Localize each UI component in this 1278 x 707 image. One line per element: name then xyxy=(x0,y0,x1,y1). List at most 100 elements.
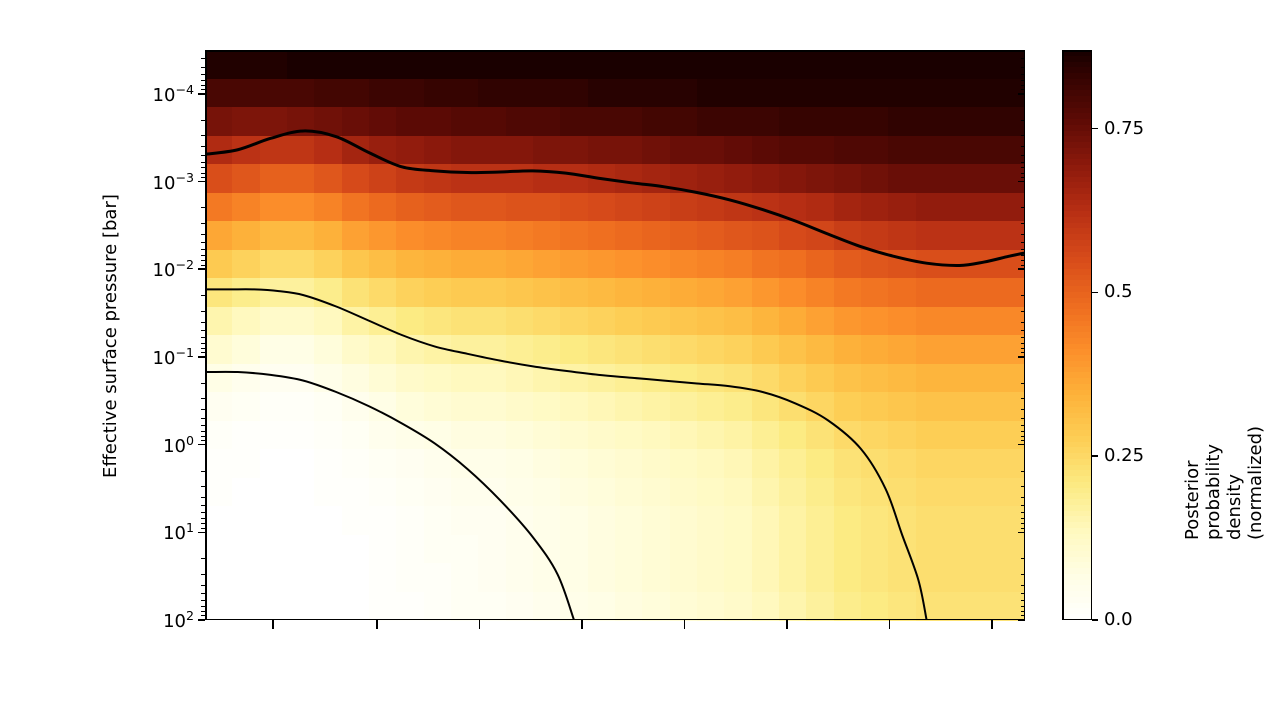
y-minor-tick xyxy=(201,255,205,256)
y-tick-label: 10−3 xyxy=(153,170,194,194)
y-minor-tick xyxy=(1021,120,1025,121)
y-tick xyxy=(1018,181,1025,183)
y-tick xyxy=(1018,356,1025,358)
y-minor-tick xyxy=(201,330,205,331)
y-minor-tick xyxy=(1021,348,1025,349)
y-minor-tick xyxy=(201,322,205,323)
y-tick xyxy=(198,93,205,95)
y-tick-label: 101 xyxy=(163,520,194,544)
contour-line xyxy=(205,131,1025,266)
y-minor-tick xyxy=(1021,155,1025,156)
colorbar-spine xyxy=(1062,619,1092,621)
y-minor-tick xyxy=(1021,223,1025,224)
x-tick xyxy=(581,620,583,629)
y-minor-tick xyxy=(201,58,205,59)
y-minor-tick xyxy=(201,120,205,121)
y-minor-tick xyxy=(1021,162,1025,163)
y-minor-tick xyxy=(1021,311,1025,312)
plot-spine xyxy=(205,50,1025,52)
plot-spine xyxy=(205,50,207,620)
y-minor-tick xyxy=(1021,398,1025,399)
y-minor-tick xyxy=(201,523,205,524)
y-minor-tick xyxy=(1021,352,1025,353)
x-tick xyxy=(376,620,378,629)
y-tick xyxy=(198,532,205,534)
y-minor-tick xyxy=(1021,593,1025,594)
y-minor-tick xyxy=(201,311,205,312)
contours xyxy=(205,50,1025,620)
y-minor-tick xyxy=(1021,383,1025,384)
y-minor-tick xyxy=(1021,242,1025,243)
colorbar-tick xyxy=(1092,455,1098,457)
y-minor-tick xyxy=(1021,146,1025,147)
colorbar-spine xyxy=(1091,50,1093,620)
y-minor-tick xyxy=(201,611,205,612)
y-minor-tick xyxy=(201,585,205,586)
colorbar-spine xyxy=(1062,50,1064,620)
y-minor-tick xyxy=(201,337,205,338)
y-minor-tick xyxy=(201,352,205,353)
y-minor-tick xyxy=(1021,337,1025,338)
y-tick-label: 100 xyxy=(163,433,194,457)
y-tick-label: 102 xyxy=(163,608,194,632)
y-minor-tick xyxy=(1021,74,1025,75)
y-minor-tick xyxy=(201,593,205,594)
y-minor-tick xyxy=(201,606,205,607)
y-minor-tick xyxy=(1021,167,1025,168)
y-tick xyxy=(1018,268,1025,270)
y-minor-tick xyxy=(201,89,205,90)
plot-spine xyxy=(205,619,1025,621)
y-minor-tick xyxy=(1021,234,1025,235)
y-minor-tick xyxy=(1021,85,1025,86)
y-minor-tick xyxy=(201,486,205,487)
y-minor-tick xyxy=(201,600,205,601)
y-tick xyxy=(198,268,205,270)
y-minor-tick xyxy=(201,615,205,616)
y-minor-tick xyxy=(201,67,205,68)
y-minor-tick xyxy=(201,155,205,156)
y-minor-tick xyxy=(1021,177,1025,178)
y-minor-tick xyxy=(201,574,205,575)
y-minor-tick xyxy=(1021,343,1025,344)
y-minor-tick xyxy=(1021,558,1025,559)
y-minor-tick xyxy=(1021,440,1025,441)
contour-line xyxy=(205,372,574,620)
colorbar-label: Posterior probability density (normalize… xyxy=(1182,426,1266,540)
y-minor-tick xyxy=(1021,265,1025,266)
x-tick xyxy=(684,620,686,629)
y-minor-tick xyxy=(201,343,205,344)
colorbar-tick-label: 0.5 xyxy=(1104,281,1133,302)
y-minor-tick xyxy=(201,207,205,208)
y-minor-tick xyxy=(201,558,205,559)
y-minor-tick xyxy=(1021,523,1025,524)
x-tick xyxy=(272,620,274,629)
y-minor-tick xyxy=(201,512,205,513)
y-minor-tick xyxy=(201,418,205,419)
y-minor-tick xyxy=(1021,80,1025,81)
x-tick xyxy=(786,620,788,629)
y-tick xyxy=(198,356,205,358)
colorbar-tick xyxy=(1092,292,1098,294)
y-minor-tick xyxy=(1021,512,1025,513)
y-minor-tick xyxy=(1021,322,1025,323)
y-minor-tick xyxy=(201,383,205,384)
y-minor-tick xyxy=(1021,67,1025,68)
colorbar xyxy=(1062,50,1092,620)
heatmap-plot xyxy=(205,50,1025,620)
y-minor-tick xyxy=(201,177,205,178)
y-minor-tick xyxy=(1021,431,1025,432)
y-minor-tick xyxy=(1021,255,1025,256)
y-minor-tick xyxy=(1021,207,1025,208)
y-minor-tick xyxy=(1021,611,1025,612)
y-minor-tick xyxy=(201,146,205,147)
y-minor-tick xyxy=(1021,260,1025,261)
y-tick xyxy=(198,181,205,183)
y-minor-tick xyxy=(1021,574,1025,575)
y-minor-tick xyxy=(1021,600,1025,601)
y-minor-tick xyxy=(201,398,205,399)
contour-line xyxy=(205,289,927,620)
y-tick-label: 10−2 xyxy=(153,257,194,281)
y-minor-tick xyxy=(1021,471,1025,472)
colorbar-tick xyxy=(1092,619,1098,621)
colorbar-tick-label: 0.0 xyxy=(1104,609,1133,630)
